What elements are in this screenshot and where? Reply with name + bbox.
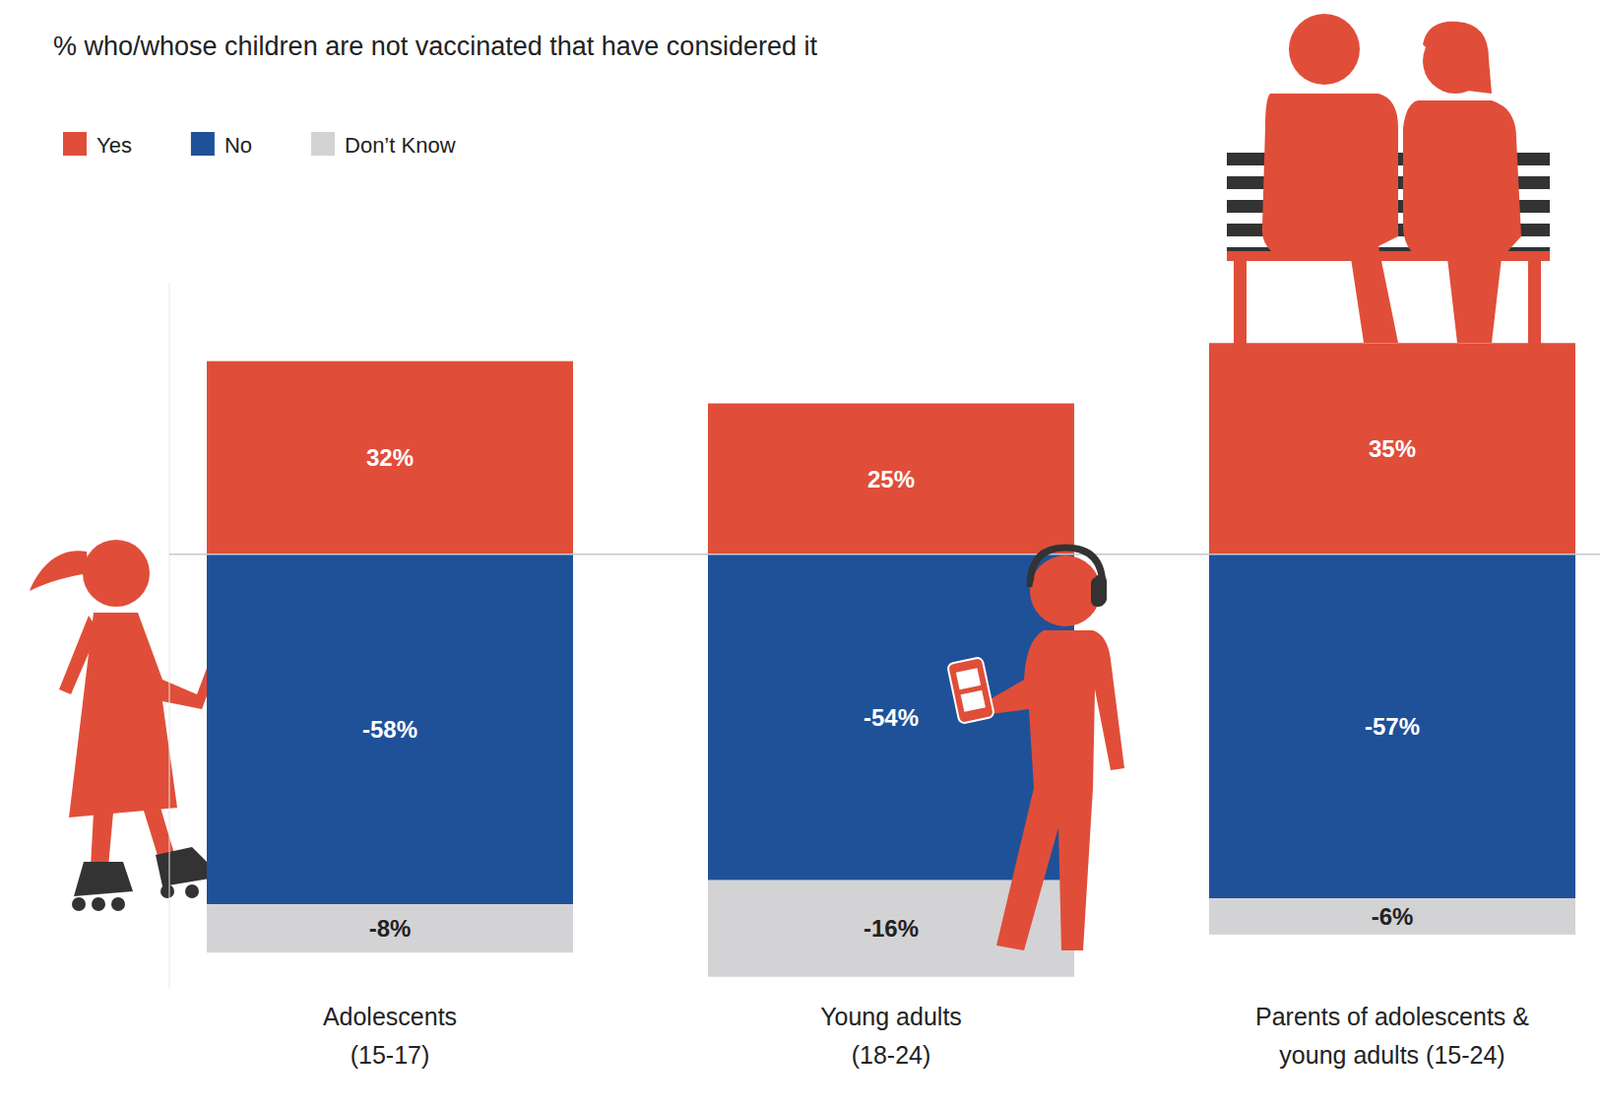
data-label: -6%: [1371, 902, 1414, 930]
icon: [82, 539, 150, 607]
bars: [206, 342, 1576, 976]
category-label: Parents of adolescents &young adults (15…: [1255, 1002, 1530, 1069]
title: % who/whose children are not vaccinated …: [53, 31, 818, 62]
bar-segment: [206, 903, 574, 953]
axis-line: [169, 282, 171, 989]
category-label: Young adults(18-24): [820, 1002, 962, 1069]
icon: [1031, 557, 1099, 625]
icon: [91, 896, 106, 911]
zero-line: [169, 553, 1600, 556]
bar-segment: [206, 554, 574, 904]
data-label: 25%: [867, 465, 915, 493]
data-label: -57%: [1364, 712, 1420, 740]
icon: [947, 547, 1125, 951]
icon: [1029, 555, 1101, 627]
bar-segment: [1209, 554, 1576, 898]
icon: [1528, 257, 1541, 347]
legend-label: Yes: [96, 132, 132, 158]
icon: [1288, 13, 1360, 85]
data-label: -8%: [369, 914, 412, 942]
data-label: -58%: [362, 715, 418, 743]
icon: [73, 861, 133, 896]
legend-label: No: [224, 132, 253, 158]
icon: [71, 896, 86, 911]
bar-segment: [707, 554, 1075, 881]
legend-swatch: [311, 131, 335, 156]
icon: [1090, 576, 1105, 607]
icon: [29, 550, 89, 591]
icon: [947, 656, 995, 724]
icon: [90, 812, 114, 867]
data-label: 32%: [366, 444, 414, 471]
icon: [956, 667, 981, 690]
legend-label: Don’t Know: [344, 132, 456, 158]
category-label: Adolescents(15-17): [322, 1002, 457, 1069]
chart: % who/whose children are not vaccinated …: [0, 0, 1600, 1110]
icon: [986, 630, 1125, 951]
icon: [1422, 21, 1492, 94]
bar-segment: [1209, 897, 1576, 935]
data-label: -16%: [863, 914, 919, 942]
data-label: 35%: [1368, 435, 1416, 462]
legend-swatch: [63, 131, 87, 156]
icon: [59, 615, 99, 695]
bar-segment: [1209, 342, 1576, 554]
legend: Yes No Don’t Know: [63, 131, 456, 158]
data-label: -54%: [863, 704, 919, 731]
icon: [1262, 93, 1399, 343]
category-labels: Adolescents(15-17) Young adults(18-24) Par…: [322, 1002, 1530, 1069]
legend-swatch: [191, 131, 215, 156]
icon: [185, 884, 199, 898]
bar-segment: [206, 361, 574, 555]
data-labels: 32% -58% -8% 25% -54% -16% 35% -57% -6%: [362, 435, 1420, 942]
icon: [960, 690, 986, 712]
icon: [1403, 100, 1522, 343]
icon: [1233, 257, 1247, 347]
icon: [160, 884, 175, 898]
bar-segment: [707, 403, 1075, 555]
icon: [111, 896, 126, 911]
